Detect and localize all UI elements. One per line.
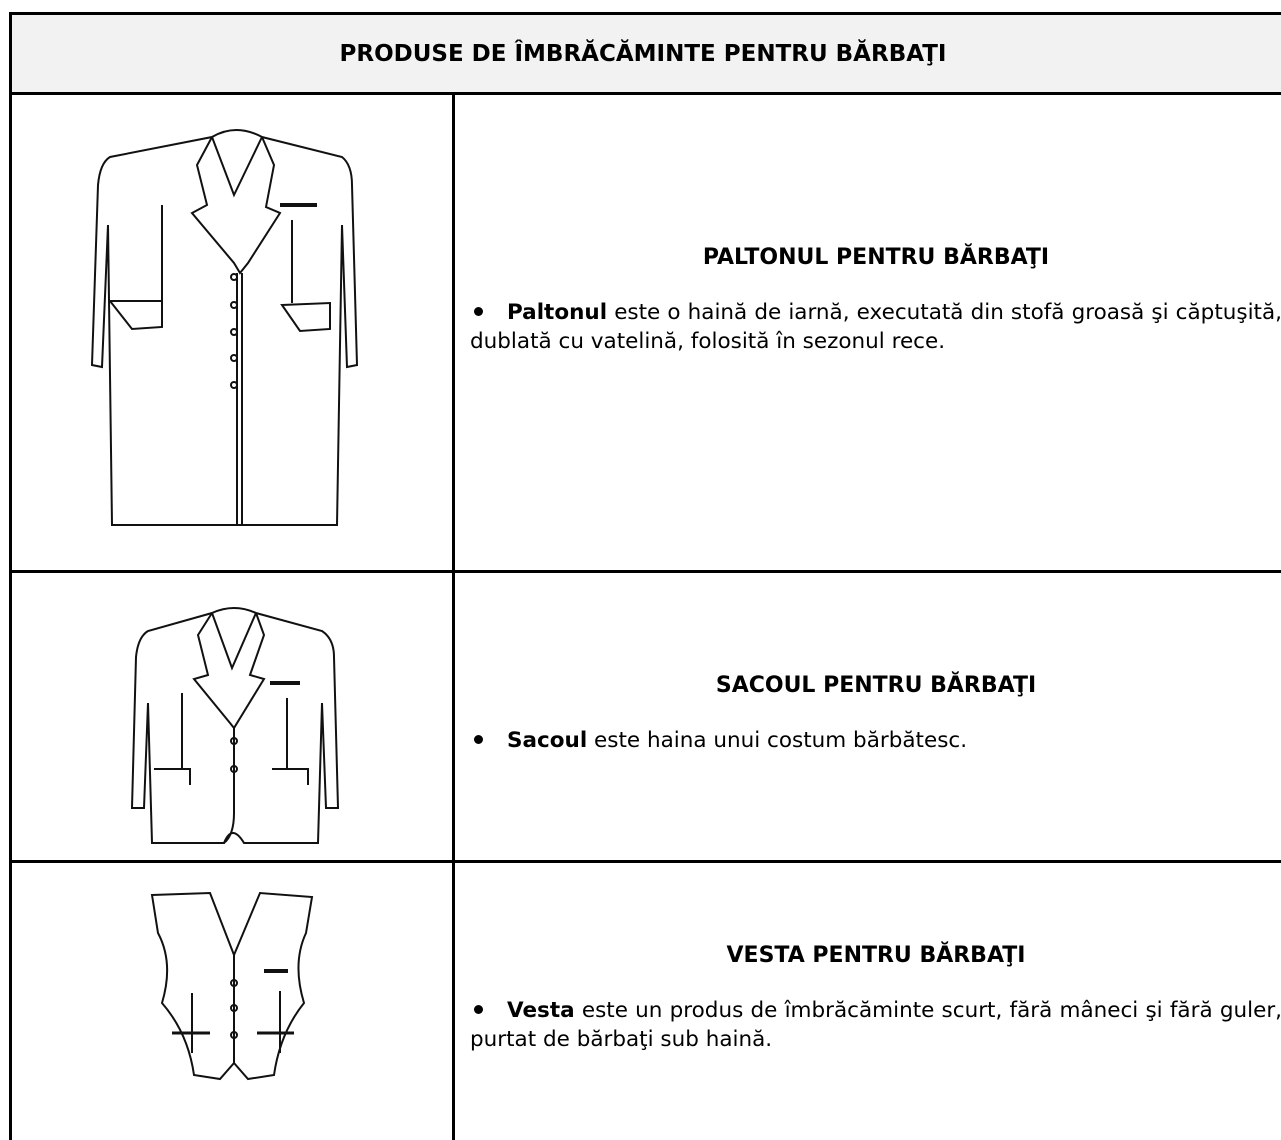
- text-cell: VESTA PENTRU BĂRBAŢI Vesta este un produ…: [470, 943, 1281, 1054]
- item-heading: SACOUL PENTRU BĂRBAŢI: [715, 673, 1037, 698]
- row: PALTONUL PENTRU BĂRBAŢI Paltonul este o …: [12, 95, 1281, 573]
- image-cell: [12, 863, 455, 1140]
- item-term: Sacoul: [507, 728, 588, 753]
- item-description: Paltonul este o haină de iarnă, executat…: [470, 298, 1281, 356]
- row: VESTA PENTRU BĂRBAŢI Vesta este un produ…: [12, 863, 1281, 1140]
- item-text: este o haină de iarnă, executată din sto…: [470, 300, 1281, 354]
- image-cell: [12, 95, 455, 570]
- text-cell: PALTONUL PENTRU BĂRBAŢI Paltonul este o …: [470, 245, 1281, 356]
- jacket-drawing: [130, 607, 340, 844]
- row: SACOUL PENTRU BĂRBAŢI Sacoul este haina …: [12, 573, 1281, 863]
- item-description: Vesta este un produs de îmbrăcăminte scu…: [470, 996, 1281, 1054]
- item-term: Paltonul: [507, 300, 608, 325]
- image-cell: [12, 573, 455, 860]
- bullet: [474, 1005, 483, 1014]
- item-text: este un produs de îmbrăcăminte scurt, fă…: [470, 998, 1281, 1052]
- table: PRODUSE DE ÎMBRĂCĂMINTE PENTRU BĂRBAŢI P…: [9, 12, 1281, 1140]
- text-cell: SACOUL PENTRU BĂRBAŢI Sacoul este haina …: [470, 673, 1281, 755]
- item-term: Vesta: [507, 998, 575, 1023]
- vest-drawing: [150, 891, 314, 1081]
- item-text: este haina unui costum bărbătesc.: [594, 728, 968, 753]
- item-heading: VESTA PENTRU BĂRBAŢI: [726, 943, 1026, 968]
- bullet: [474, 307, 483, 316]
- bullet: [474, 735, 483, 744]
- item-description: Sacoul este haina unui costum bărbătesc.: [470, 726, 1281, 755]
- table-title: PRODUSE DE ÎMBRĂCĂMINTE PENTRU BĂRBAŢI: [12, 15, 1281, 95]
- coat-drawing: [90, 129, 359, 526]
- item-heading: PALTONUL PENTRU BĂRBAŢI: [702, 245, 1050, 270]
